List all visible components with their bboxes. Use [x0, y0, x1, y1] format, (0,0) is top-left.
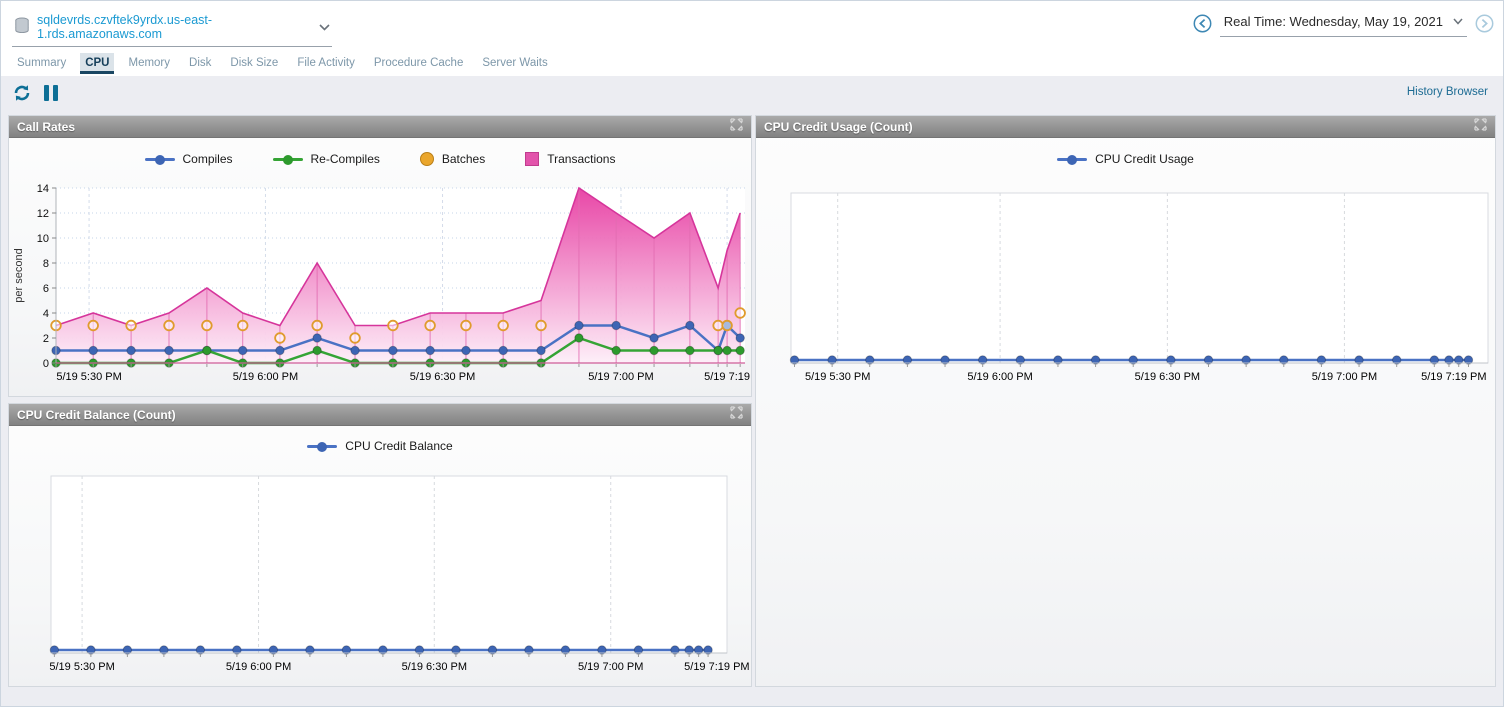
call-rates-legend: Compiles Re-Compiles Batches Transactions	[9, 138, 751, 180]
svg-text:8: 8	[43, 258, 49, 270]
forward-circle-icon	[1475, 14, 1494, 32]
svg-text:5/19 6:30 PM: 5/19 6:30 PM	[1135, 371, 1200, 383]
tab-cpu[interactable]: CPU	[80, 53, 115, 74]
time-label: Real Time: Wednesday, May 19, 2021	[1223, 13, 1443, 29]
cpu-credit-usage-legend: CPU Credit Usage	[756, 138, 1495, 180]
svg-text:per second: per second	[13, 248, 25, 302]
svg-text:10: 10	[37, 233, 49, 245]
legend-item-re-compiles[interactable]: Re-Compiles	[272, 152, 380, 166]
chevron-down-icon	[319, 18, 330, 36]
expand-icon[interactable]	[730, 405, 743, 424]
legend-item-cpu-credit-balance[interactable]: CPU Credit Balance	[307, 439, 453, 453]
cpu-credit-balance-chart: 5/19 5:30 PM 5/19 6:00 PM 5/19 6:30 PM 5/19…	[49, 475, 750, 673]
time-forward-button[interactable]	[1475, 14, 1494, 33]
svg-text:14: 14	[37, 183, 49, 195]
legend-label: CPU Credit Balance	[345, 439, 453, 453]
legend-item-cpu-credit-usage[interactable]: CPU Credit Usage	[1057, 152, 1194, 166]
svg-text:5/19 5:30 PM: 5/19 5:30 PM	[805, 371, 870, 383]
tab-summary[interactable]: Summary	[17, 57, 67, 69]
call-rates-chart: 0 2 4 6 8 10 12 14 per second 5/19 5:30 PM 5/19 6:…	[13, 183, 750, 383]
chevron-down-icon	[1453, 12, 1463, 30]
line-legend-marker	[272, 153, 303, 166]
square-legend-marker	[525, 152, 540, 166]
svg-text:5/19 5:30 PM: 5/19 5:30 PM	[49, 661, 114, 673]
refresh-icon	[14, 85, 30, 101]
svg-text:0: 0	[43, 358, 49, 370]
tab-bar: Summary CPU Memory Disk Disk Size File Activi…	[12, 53, 553, 74]
tab-server-waits[interactable]: Server Waits	[482, 57, 548, 69]
svg-text:12: 12	[37, 208, 49, 220]
panel-title: Call Rates	[17, 119, 76, 134]
svg-text:2: 2	[43, 333, 49, 345]
time-range-selector[interactable]: Real Time: Wednesday, May 19, 2021	[1219, 9, 1467, 37]
svg-text:5/19 6:30 PM: 5/19 6:30 PM	[410, 371, 475, 383]
svg-text:5/19 6:30 PM: 5/19 6:30 PM	[402, 661, 467, 673]
time-range-area: Real Time: Wednesday, May 19, 2021	[1193, 9, 1494, 37]
svg-text:5/19 7:19 PM: 5/19 7:19 PM	[684, 661, 749, 673]
tab-procedure-cache[interactable]: Procedure Cache	[373, 57, 464, 69]
call-rates-panel: Call Rates Compiles Re-Compiles Batches Tra…	[8, 115, 752, 397]
svg-text:6: 6	[43, 283, 49, 295]
svg-text:5/19 7:00 PM: 5/19 7:00 PM	[588, 371, 653, 383]
database-icon	[14, 17, 30, 38]
legend-item-compiles[interactable]: Compiles	[144, 152, 233, 166]
svg-text:5/19 6:00 PM: 5/19 6:00 PM	[226, 661, 291, 673]
legend-item-transactions[interactable]: Transactions	[525, 152, 615, 166]
legend-label: Transactions	[547, 152, 616, 166]
svg-text:5/19 7:19: 5/19 7:19	[704, 371, 750, 383]
time-back-button[interactable]	[1193, 14, 1212, 33]
svg-text:5/19 7:00 PM: 5/19 7:00 PM	[578, 661, 643, 673]
line-legend-marker	[144, 153, 175, 166]
panel-title: CPU Credit Balance (Count)	[17, 407, 176, 422]
legend-label: Batches	[441, 152, 486, 166]
panel-title: CPU Credit Usage (Count)	[764, 119, 913, 134]
history-browser-link[interactable]: History Browser	[1406, 86, 1488, 98]
legend-label: Re-Compiles	[310, 152, 380, 166]
cpu-credit-balance-legend: CPU Credit Balance	[9, 426, 751, 466]
svg-text:5/19 5:30 PM: 5/19 5:30 PM	[56, 371, 121, 383]
call-rates-panel-header[interactable]: Call Rates	[9, 116, 751, 138]
legend-label: CPU Credit Usage	[1095, 152, 1194, 166]
svg-text:5/19 6:00 PM: 5/19 6:00 PM	[233, 371, 298, 383]
line-legend-marker	[307, 440, 338, 453]
svg-text:5/19 7:19 PM: 5/19 7:19 PM	[1421, 371, 1486, 383]
cpu-credit-balance-panel: CPU Credit Balance (Count) CPU Credit Ba…	[8, 403, 752, 687]
expand-icon[interactable]	[1474, 117, 1487, 136]
cpu-credit-usage-panel-header[interactable]: CPU Credit Usage (Count)	[756, 116, 1495, 138]
cpu-credit-balance-panel-header[interactable]: CPU Credit Balance (Count)	[9, 404, 751, 426]
tab-disk-size[interactable]: Disk Size	[230, 57, 279, 69]
pause-button[interactable]	[44, 85, 58, 101]
line-legend-marker	[1057, 153, 1088, 166]
tab-disk[interactable]: Disk	[189, 57, 212, 69]
svg-text:5/19 6:00 PM: 5/19 6:00 PM	[967, 371, 1032, 383]
svg-text:4: 4	[43, 308, 49, 320]
server-selector[interactable]: sqldevrds.czvftek9yrdx.us-east-1.rds.ama…	[12, 10, 332, 47]
server-link[interactable]: sqldevrds.czvftek9yrdx.us-east-1.rds.ama…	[37, 13, 213, 41]
tab-memory[interactable]: Memory	[128, 57, 171, 69]
cpu-credit-usage-chart: 5/19 5:30 PM 5/19 6:00 PM 5/19 6:30 PM 5/19…	[789, 192, 1489, 383]
refresh-button[interactable]	[12, 83, 32, 103]
circle-legend-marker	[419, 152, 434, 166]
tab-file-activity[interactable]: File Activity	[297, 57, 355, 69]
legend-label: Compiles	[182, 152, 233, 166]
svg-text:5/19 7:00 PM: 5/19 7:00 PM	[1312, 371, 1377, 383]
back-circle-icon	[1193, 14, 1212, 32]
expand-icon[interactable]	[730, 117, 743, 136]
cpu-credit-usage-panel: CPU Credit Usage (Count) CPU Credit Usag…	[755, 115, 1496, 687]
legend-item-batches[interactable]: Batches	[419, 152, 486, 166]
